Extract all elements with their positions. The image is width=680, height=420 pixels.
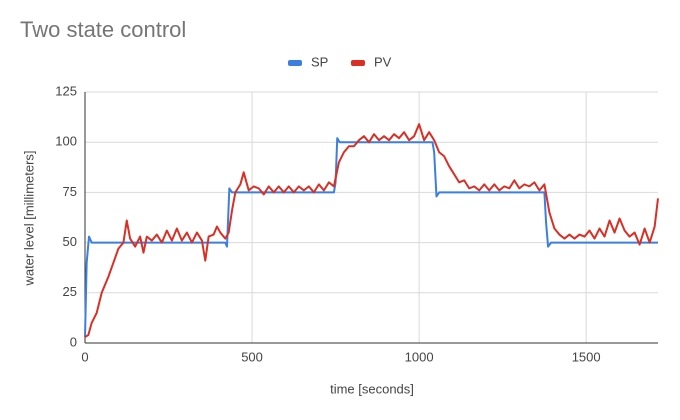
y-tick-label: 0 bbox=[70, 334, 77, 349]
y-axis-label: water level [millimeters] bbox=[21, 150, 36, 286]
legend-label: SP bbox=[311, 54, 328, 69]
series-line bbox=[84, 123, 659, 338]
y-tick-label: 125 bbox=[55, 83, 77, 98]
x-axis-label: time [seconds] bbox=[330, 381, 414, 396]
legend: SP PV bbox=[288, 54, 392, 69]
legend-swatch bbox=[351, 60, 365, 66]
y-tick-label: 100 bbox=[55, 134, 77, 149]
legend-swatch bbox=[288, 60, 302, 66]
y-tick-label: 25 bbox=[63, 284, 77, 299]
x-tick-label: 1000 bbox=[405, 349, 434, 364]
y-tick-label: 50 bbox=[63, 234, 77, 249]
x-tick-label: 500 bbox=[241, 349, 263, 364]
legend-label: PV bbox=[374, 54, 392, 69]
chart-title: Two state control bbox=[20, 17, 186, 42]
x-tick-label: 1500 bbox=[572, 349, 601, 364]
x-tick-label: 0 bbox=[81, 349, 88, 364]
y-tick-label: 75 bbox=[63, 184, 77, 199]
